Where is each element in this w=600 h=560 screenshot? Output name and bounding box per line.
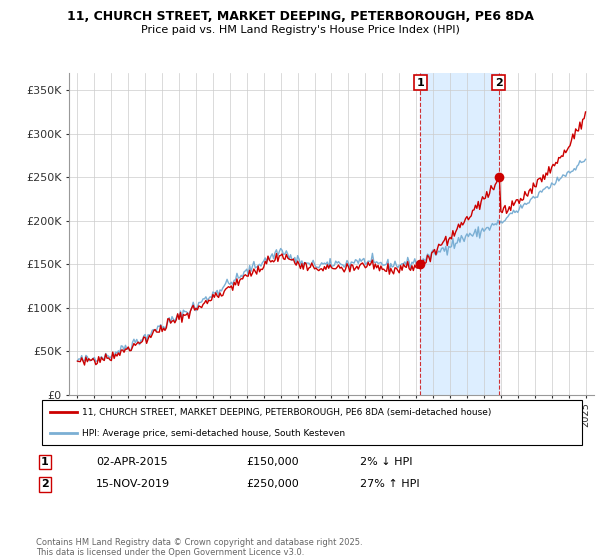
Text: 2: 2 — [41, 479, 49, 489]
Text: 2% ↓ HPI: 2% ↓ HPI — [360, 457, 413, 467]
Text: Price paid vs. HM Land Registry's House Price Index (HPI): Price paid vs. HM Land Registry's House … — [140, 25, 460, 35]
Text: 1: 1 — [41, 457, 49, 467]
Text: £150,000: £150,000 — [246, 457, 299, 467]
Text: 27% ↑ HPI: 27% ↑ HPI — [360, 479, 419, 489]
Text: Contains HM Land Registry data © Crown copyright and database right 2025.
This d: Contains HM Land Registry data © Crown c… — [36, 538, 362, 557]
Text: 15-NOV-2019: 15-NOV-2019 — [96, 479, 170, 489]
Text: 11, CHURCH STREET, MARKET DEEPING, PETERBOROUGH, PE6 8DA: 11, CHURCH STREET, MARKET DEEPING, PETER… — [67, 10, 533, 23]
Text: 1: 1 — [416, 78, 424, 87]
Text: 02-APR-2015: 02-APR-2015 — [96, 457, 167, 467]
Bar — [421, 73, 499, 395]
FancyBboxPatch shape — [42, 400, 582, 445]
Text: 2: 2 — [495, 78, 503, 87]
Text: HPI: Average price, semi-detached house, South Kesteven: HPI: Average price, semi-detached house,… — [83, 428, 346, 437]
Text: £250,000: £250,000 — [246, 479, 299, 489]
Text: 11, CHURCH STREET, MARKET DEEPING, PETERBOROUGH, PE6 8DA (semi-detached house): 11, CHURCH STREET, MARKET DEEPING, PETER… — [83, 408, 492, 417]
